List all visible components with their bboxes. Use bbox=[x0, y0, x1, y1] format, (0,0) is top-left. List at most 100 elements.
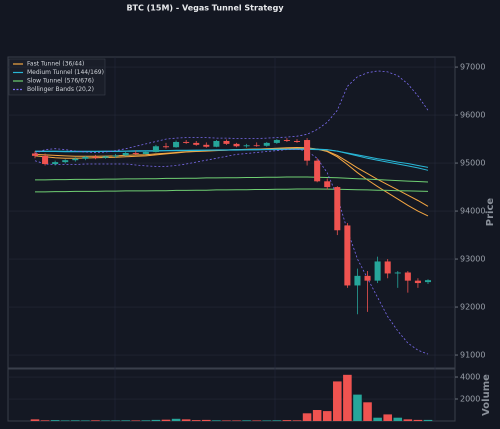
candle-body bbox=[31, 153, 39, 156]
candle-body bbox=[384, 261, 391, 274]
volume-bar bbox=[383, 414, 392, 421]
y-tick-label: 97000 bbox=[460, 63, 485, 72]
candle-body bbox=[314, 160, 321, 182]
volume-bar bbox=[60, 420, 70, 421]
candle-body bbox=[364, 275, 371, 281]
volume-bar bbox=[40, 420, 50, 421]
volume-bar bbox=[232, 420, 241, 421]
y-tick-label: 94000 bbox=[460, 207, 485, 216]
candle-body bbox=[273, 140, 280, 143]
volume-bar bbox=[50, 420, 60, 421]
volume-bar bbox=[262, 420, 272, 421]
candle-body bbox=[152, 146, 159, 153]
candle-body bbox=[304, 140, 311, 161]
candle-body bbox=[82, 156, 89, 159]
y-axis-label: Price bbox=[485, 198, 496, 227]
candle-body bbox=[52, 162, 59, 165]
chart-title: BTC (15M) - Vegas Tunnel Strategy bbox=[126, 4, 284, 13]
candle-body bbox=[253, 145, 260, 147]
candle-body bbox=[142, 152, 149, 154]
tunnel-line bbox=[35, 148, 429, 168]
volume-bar bbox=[363, 402, 372, 421]
candle-body bbox=[162, 146, 170, 148]
candle-body bbox=[193, 142, 200, 145]
volume-bar bbox=[141, 420, 151, 421]
y-tick-label: 4000 bbox=[460, 373, 480, 382]
volume-bar bbox=[191, 420, 201, 421]
y-tick-label: 96000 bbox=[460, 111, 485, 120]
volume-bar bbox=[353, 394, 362, 421]
candle-body bbox=[183, 141, 190, 143]
candle-body bbox=[243, 145, 250, 147]
volume-bar bbox=[252, 420, 261, 421]
volume-bar bbox=[423, 419, 433, 421]
volume-bar bbox=[111, 420, 120, 421]
candle-body bbox=[122, 152, 129, 156]
candle-body bbox=[213, 140, 220, 147]
volume-bar bbox=[242, 420, 251, 421]
volume-bar bbox=[161, 419, 171, 421]
candle-body bbox=[112, 155, 119, 157]
candle-body bbox=[334, 187, 341, 231]
volume-bar bbox=[91, 420, 100, 421]
legend-label: Slow Tunnel (576/676) bbox=[27, 78, 94, 85]
candle-body bbox=[102, 156, 109, 158]
volume-bar bbox=[81, 420, 90, 421]
volume-bar bbox=[292, 420, 302, 421]
candle-body bbox=[92, 156, 99, 158]
volume-bar bbox=[171, 418, 181, 421]
volume-bar bbox=[333, 381, 342, 421]
volume-bar bbox=[393, 417, 403, 421]
volume-bar bbox=[343, 374, 352, 421]
volume-bar bbox=[302, 413, 312, 421]
legend-box bbox=[8, 58, 106, 96]
candle-body bbox=[414, 280, 421, 284]
y-tick-label: 91000 bbox=[460, 351, 485, 360]
candle-body bbox=[203, 144, 210, 147]
candle-body bbox=[283, 140, 290, 141]
volume-bar bbox=[282, 420, 292, 421]
volume-bar bbox=[121, 420, 130, 421]
volume-bar bbox=[312, 410, 322, 421]
legend-label: Medium Tunnel (144/169) bbox=[27, 69, 104, 76]
candle-body bbox=[72, 158, 79, 161]
y-tick-label: 95000 bbox=[460, 159, 485, 168]
legend-label: Fast Tunnel (36/44) bbox=[27, 61, 84, 68]
legend-label: Bollinger Bands (20,2) bbox=[27, 86, 94, 93]
candle-body bbox=[374, 261, 381, 281]
candle-body bbox=[404, 272, 411, 281]
candle-body bbox=[424, 280, 432, 283]
y-tick-label: 2000 bbox=[460, 395, 480, 404]
volume-bar bbox=[222, 420, 231, 421]
candle-body bbox=[233, 143, 240, 147]
candle-body bbox=[173, 141, 180, 148]
volume-bar bbox=[272, 420, 282, 421]
volume-bar bbox=[151, 419, 161, 421]
candle-body bbox=[344, 225, 351, 286]
candle-body bbox=[293, 140, 301, 142]
candle-body bbox=[223, 140, 230, 144]
candle-body bbox=[62, 160, 69, 163]
candle-body bbox=[132, 152, 139, 154]
candle-body bbox=[42, 155, 49, 165]
vertical-grid bbox=[114, 57, 436, 421]
volume-bar bbox=[71, 420, 80, 421]
candle-body bbox=[263, 142, 270, 146]
volume-bar bbox=[413, 419, 423, 421]
y-axis-label: Volume bbox=[481, 374, 492, 416]
volume-bar bbox=[202, 419, 211, 421]
y-tick-label: 92000 bbox=[460, 303, 485, 312]
candle-body bbox=[394, 272, 401, 274]
volume-bar bbox=[212, 420, 221, 421]
volume-bar bbox=[101, 420, 110, 421]
volume-bar bbox=[30, 419, 40, 421]
volume-bar bbox=[181, 419, 191, 421]
candle-body bbox=[354, 275, 361, 286]
volume-bar bbox=[322, 411, 332, 421]
tunnel-line bbox=[35, 188, 429, 193]
tunnel-line bbox=[35, 176, 429, 183]
volume-panel bbox=[7, 368, 456, 422]
candle-body bbox=[324, 181, 331, 188]
volume-bar bbox=[403, 419, 413, 421]
